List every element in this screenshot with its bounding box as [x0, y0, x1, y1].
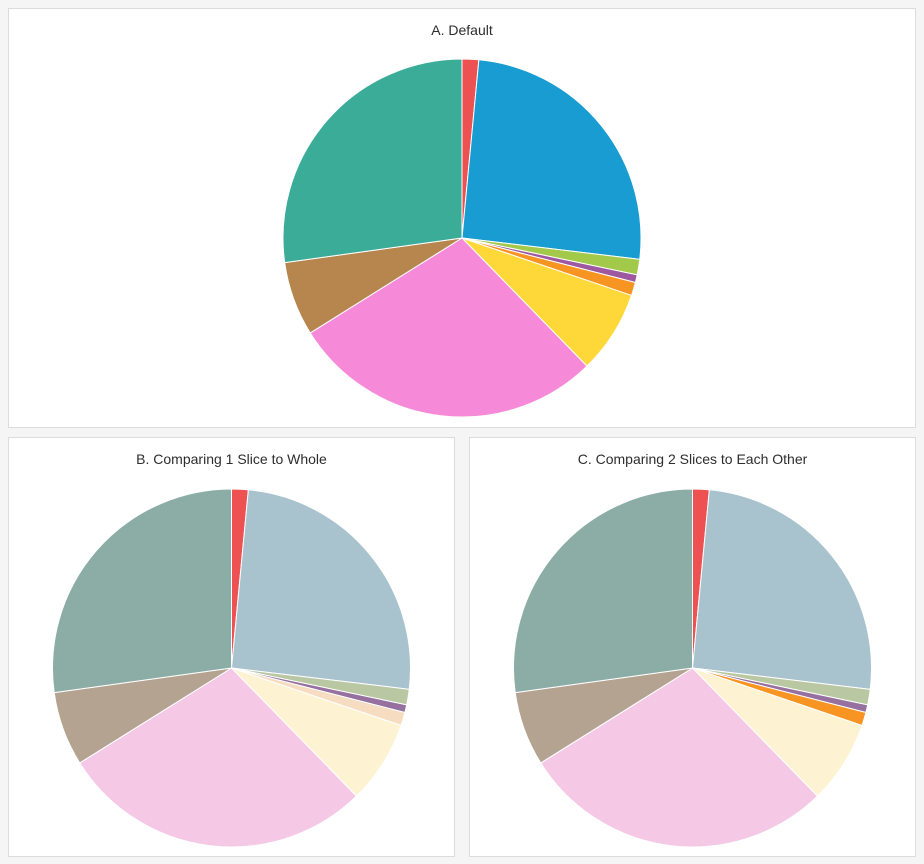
- pie-chart-one-slice-highlight: [52, 488, 412, 848]
- pie-slice-teal: [52, 488, 232, 694]
- panel-two-slice-highlight-pie: C. Comparing 2 Slices to Each Other: [469, 437, 916, 857]
- pie-slice-pink: [309, 237, 588, 418]
- panel-default-pie: A. Default: [8, 8, 916, 428]
- pie-chart-two-slice-highlight: [513, 488, 873, 848]
- pie-slice-teal: [282, 58, 463, 264]
- pie-slice-blue: [692, 489, 873, 690]
- pie-slice-pink: [79, 667, 357, 848]
- pie-slice-blue: [231, 489, 412, 690]
- chart-title-two-slices: C. Comparing 2 Slices to Each Other: [577, 451, 808, 467]
- chart-title-default: A. Default: [431, 22, 493, 38]
- chart-title-one-slice: B. Comparing 1 Slice to Whole: [136, 451, 327, 467]
- pie-chart-default: [282, 58, 642, 418]
- pie-slice-pink: [540, 667, 818, 848]
- pie-slice-blue: [461, 59, 642, 260]
- pie-slice-teal: [513, 488, 693, 694]
- panel-one-slice-highlight-pie: B. Comparing 1 Slice to Whole: [8, 437, 455, 857]
